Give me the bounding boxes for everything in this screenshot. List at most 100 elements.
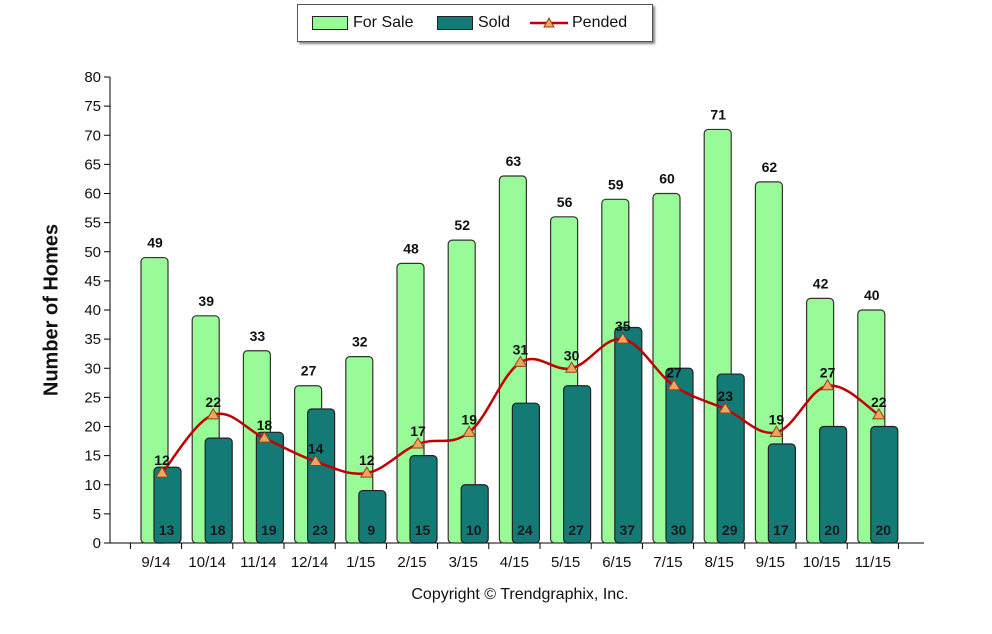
data-label-pended: 31 <box>513 341 529 357</box>
x-tick-label: 6/15 <box>602 554 631 571</box>
y-tick-label: 75 <box>84 98 101 115</box>
marker-pended <box>257 431 272 443</box>
marker-pended <box>155 466 169 478</box>
data-label-pended: 18 <box>257 417 273 433</box>
copyright-text: Copyright © Trendgraphix, Inc. <box>411 586 629 603</box>
y-tick-label: 65 <box>84 156 101 173</box>
legend-label-for-sale: For Sale <box>353 14 414 31</box>
data-label-sold: 10 <box>466 522 482 538</box>
legend-swatch-sold <box>437 16 473 30</box>
legend-swatch-for-sale <box>312 16 348 30</box>
data-label-for-sale: 56 <box>557 194 573 210</box>
data-label-pended: 17 <box>410 423 426 439</box>
x-tick-label: 7/15 <box>653 554 682 571</box>
x-tick-label: 12/14 <box>291 554 329 571</box>
marker-pended <box>411 437 425 449</box>
data-label-for-sale: 48 <box>403 240 419 256</box>
data-label-pended: 19 <box>461 411 477 427</box>
marker-pended <box>718 402 733 414</box>
y-tick-label: 30 <box>84 360 101 377</box>
data-label-sold: 17 <box>773 522 789 538</box>
data-label-pended: 12 <box>154 452 170 468</box>
bar-sold <box>358 489 387 544</box>
data-label-sold: 37 <box>620 522 636 538</box>
data-label-sold: 15 <box>415 522 431 538</box>
y-tick-label: 60 <box>84 186 101 203</box>
marker-pended <box>871 407 886 420</box>
data-label-sold: 19 <box>261 522 277 538</box>
y-tick-label: 80 <box>84 69 101 86</box>
legend-swatch-pended <box>530 16 568 28</box>
bar-sold <box>204 437 233 544</box>
x-tick-label: 9/14 <box>141 554 170 571</box>
data-label-pended: 19 <box>769 411 785 427</box>
x-tick-label: 5/15 <box>551 554 580 571</box>
data-label-pended: 12 <box>359 452 375 468</box>
x-tick-label: 11/14 <box>240 554 276 571</box>
bar-for-sale <box>447 239 476 544</box>
data-label-pended: 27 <box>820 365 836 381</box>
data-label-pended: 22 <box>205 394 221 410</box>
y-tick-label: 40 <box>84 302 101 319</box>
marker-pended <box>359 466 374 478</box>
x-tick-label: 10/14 <box>188 554 226 571</box>
x-tick-label: 3/15 <box>449 554 478 571</box>
data-label-for-sale: 62 <box>762 159 778 175</box>
legend-label-sold: Sold <box>478 14 511 31</box>
data-label-for-sale: 32 <box>352 334 368 350</box>
marker-pended <box>513 355 528 367</box>
x-tick-label: 4/15 <box>500 554 529 571</box>
legend-item-for-sale: For Sale <box>312 14 413 32</box>
y-tick-label: 50 <box>84 244 101 261</box>
data-label-for-sale: 59 <box>608 176 624 192</box>
data-label-for-sale: 42 <box>813 275 829 291</box>
y-tick-label: 35 <box>84 331 101 348</box>
marker-pended <box>564 361 579 373</box>
data-label-for-sale: 33 <box>250 328 266 344</box>
y-tick-label: 0 <box>93 535 101 552</box>
data-label-sold: 9 <box>367 522 375 538</box>
data-label-sold: 24 <box>517 522 533 538</box>
marker-pended <box>462 425 477 437</box>
bar-sold <box>307 408 336 544</box>
marker-pended <box>308 454 323 466</box>
y-tick-label: 15 <box>84 448 101 465</box>
data-label-for-sale: 39 <box>198 293 214 309</box>
y-tick-label: 5 <box>93 506 101 523</box>
marker-pended <box>206 407 221 420</box>
x-tick-label: 2/15 <box>397 554 426 571</box>
legend-label-pended: Pended <box>572 14 628 31</box>
x-tick-label: 8/15 <box>705 554 734 571</box>
y-tick-label: 70 <box>84 127 101 144</box>
marker-pended <box>615 332 630 344</box>
data-label-sold: 30 <box>671 522 687 538</box>
data-label-sold: 23 <box>312 522 328 538</box>
data-label-sold: 27 <box>568 522 584 538</box>
data-label-sold: 20 <box>876 522 892 538</box>
x-tick-label: 10/15 <box>803 554 841 571</box>
x-tick-label: 1/15 <box>346 554 375 571</box>
legend-item-pended: Pended <box>530 14 627 32</box>
x-tick-label: 11/15 <box>855 554 891 571</box>
bar-sold <box>767 443 797 544</box>
legend-item-sold: Sold <box>437 14 510 32</box>
y-tick-label: 55 <box>84 215 101 232</box>
data-label-for-sale: 27 <box>301 363 317 379</box>
data-label-for-sale: 49 <box>147 235 163 251</box>
data-label-for-sale: 63 <box>506 153 522 169</box>
data-label-for-sale: 40 <box>864 287 880 303</box>
y-axis-title: Number of Homes <box>40 223 63 397</box>
data-label-sold: 29 <box>722 522 738 538</box>
marker-pended <box>820 378 835 391</box>
data-label-pended: 22 <box>871 394 887 410</box>
data-label-pended: 14 <box>308 440 324 456</box>
data-label-pended: 27 <box>666 365 682 381</box>
data-label-pended: 35 <box>615 318 631 334</box>
bar-sold <box>511 402 541 544</box>
marker-pended <box>667 378 681 391</box>
data-label-pended: 30 <box>564 347 580 363</box>
marker-pended <box>769 425 784 437</box>
data-label-sold: 20 <box>824 522 840 538</box>
y-tick-label: 25 <box>84 389 101 406</box>
